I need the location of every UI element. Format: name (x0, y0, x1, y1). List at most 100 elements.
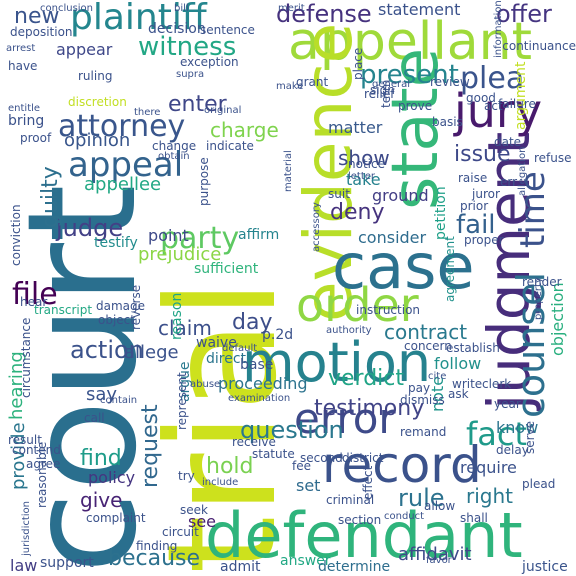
word-proper: proper (464, 233, 504, 247)
word-favor: favor (426, 555, 452, 566)
word-delay: delay (496, 443, 529, 457)
word-allege: allege (124, 342, 179, 363)
word-offer: offer (496, 0, 552, 28)
word-require: require (460, 458, 517, 477)
word-because: because (108, 546, 201, 571)
word-concern: concern (404, 339, 452, 353)
word-grant: grant (296, 75, 329, 89)
word-take: take (346, 170, 381, 189)
word-file: file (12, 277, 58, 312)
word-law: law (10, 556, 38, 575)
word-day: day (232, 310, 273, 335)
word-opinion: opinion (64, 130, 131, 151)
word-finding: finding (136, 539, 178, 553)
word-conviction: conviction (9, 204, 23, 266)
word-result: result (8, 433, 42, 447)
word-object: object (98, 313, 135, 327)
word-second: second (300, 451, 343, 465)
word-p-2d: p.2d (262, 327, 294, 343)
word-argument: argument (513, 61, 529, 130)
word-receive: receive (232, 435, 276, 449)
word-letter: letter (348, 171, 376, 182)
word-reason: reason (169, 292, 185, 340)
word-ruling: ruling (78, 69, 113, 83)
word-error: error (294, 394, 396, 443)
word-entitle: entitle (8, 103, 41, 114)
word-hold: hold (206, 454, 254, 479)
word-motion: motion (242, 331, 432, 394)
word-question: question (240, 416, 344, 444)
word-sentence: sentence (200, 23, 255, 37)
word-represent: represent (175, 372, 189, 430)
word-find: find (80, 446, 122, 471)
word-decision: decision (148, 21, 206, 37)
word-shall: shall (460, 511, 488, 525)
word-cite: cite (428, 371, 447, 382)
word-criminal: criminal (326, 493, 375, 507)
word-plead: plead (522, 477, 556, 491)
word-default: default (222, 343, 258, 354)
word-justice: justice (522, 559, 568, 575)
word-plea: plea (460, 61, 525, 96)
word-prejudice: prejudice (138, 244, 222, 265)
word-transcript: transcript (34, 303, 93, 317)
word-appellant: appellant (288, 12, 532, 72)
word-have: have (8, 59, 38, 73)
word-policy: policy (88, 468, 136, 487)
word-supra: supra (176, 69, 205, 80)
word-date: date (494, 135, 522, 149)
word-plaintiff: plaintiff (70, 0, 207, 38)
word-complaint: complaint (86, 511, 146, 525)
word-see: see (188, 512, 217, 531)
word-pay: pay (408, 381, 431, 395)
word-petition: petition (433, 186, 449, 240)
word-request: request (138, 404, 163, 488)
word-exception: exception (180, 55, 239, 69)
word-notice: notice (348, 157, 385, 171)
word-damage: damage (96, 299, 146, 313)
word-rule: rule (398, 484, 445, 512)
word-prior: prior (460, 199, 489, 213)
word-dismiss: dismiss (400, 393, 445, 407)
word-information: information (493, 0, 504, 58)
word-instruction: instruction (356, 303, 421, 317)
word-juror: juror (472, 187, 500, 201)
word-allow: allow (424, 499, 456, 513)
word-charge: charge (210, 118, 279, 142)
word-enter: enter (168, 92, 227, 117)
word-call: call (84, 411, 105, 425)
word-reasonable: reasonable (35, 441, 49, 508)
word-claim: claim (158, 316, 212, 340)
word-prove: prove (398, 99, 433, 113)
word-action: action (70, 336, 144, 364)
word-direct: direct (206, 351, 247, 367)
word-contain: contain (100, 395, 138, 406)
word-contract: contract (384, 320, 468, 344)
word-agree: agree (26, 457, 61, 471)
word-discretion: discretion (68, 95, 127, 109)
word-support: support (40, 555, 94, 571)
word-testimony: testimony (314, 396, 425, 421)
word-err: err (500, 175, 518, 189)
word-relief: relief (364, 87, 395, 101)
word-new: new (14, 4, 60, 29)
word-give: give (80, 488, 123, 512)
word-conduct: conduct (384, 511, 425, 522)
word-defendant: defendant (205, 499, 523, 572)
word-change: change (152, 139, 197, 153)
word-establish: establish (446, 341, 500, 355)
word-testify: testify (94, 235, 138, 251)
word-try: try (178, 469, 195, 483)
word-right: right (466, 484, 513, 508)
word-write: write (452, 377, 483, 391)
word-appear: appear (56, 40, 113, 59)
word-failure: failure (498, 97, 536, 111)
word-include: include (202, 477, 239, 488)
word-witness: witness (138, 32, 237, 62)
word-circuit: circuit (162, 525, 199, 539)
word-refuse: refuse (534, 151, 572, 165)
word-party: party (160, 221, 240, 256)
word-act: act (484, 99, 503, 113)
word-allegation: allegation (517, 146, 528, 196)
